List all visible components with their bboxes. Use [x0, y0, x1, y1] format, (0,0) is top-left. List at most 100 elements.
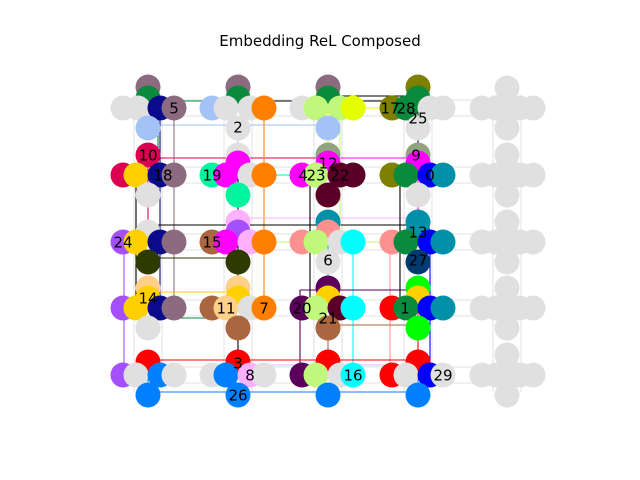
node-label-22: 22 [330, 167, 349, 185]
node-circle [405, 315, 431, 341]
node-label-26: 26 [228, 387, 247, 405]
node-circle [520, 162, 546, 188]
node-circle [225, 249, 251, 275]
node-circle [315, 249, 341, 275]
node-label-27: 27 [408, 252, 427, 270]
node-circle [135, 382, 161, 408]
node-circle [315, 115, 341, 141]
node-circle [494, 362, 520, 388]
node-label-5: 5 [169, 100, 179, 118]
node-circle [161, 362, 187, 388]
node-label-7: 7 [259, 300, 269, 318]
node-circle [494, 182, 520, 208]
node-circle [213, 229, 239, 255]
node-circle [123, 295, 149, 321]
node-circle [430, 362, 456, 388]
node-circle [123, 229, 149, 255]
node-circle [393, 295, 419, 321]
node-circle [213, 362, 239, 388]
node-circle [340, 162, 366, 188]
node-label-18: 18 [153, 167, 172, 185]
node-circle [225, 115, 251, 141]
node-circle [303, 229, 329, 255]
node-label-14: 14 [138, 290, 157, 308]
node-circle [303, 362, 329, 388]
node-label-23: 23 [306, 167, 325, 185]
node-circle [161, 162, 187, 188]
node-circle [494, 249, 520, 275]
node-circle [315, 315, 341, 341]
node-label-6: 6 [323, 252, 333, 270]
node-label-11: 11 [216, 300, 235, 318]
node-label-28: 28 [396, 100, 415, 118]
node-circle [494, 342, 520, 368]
nodes-layer [110, 74, 546, 408]
node-circle [494, 142, 520, 168]
node-circle [213, 295, 239, 321]
node-circle [520, 295, 546, 321]
node-label-25: 25 [408, 110, 427, 128]
node-circle [303, 295, 329, 321]
node-circle [494, 209, 520, 235]
node-label-20: 20 [292, 300, 311, 318]
diagram-title: Embedding ReL Composed [219, 32, 421, 50]
node-circle [405, 115, 431, 141]
node-label-13: 13 [408, 224, 427, 242]
node-label-8: 8 [245, 367, 255, 385]
node-circle [430, 95, 456, 121]
node-circle [340, 295, 366, 321]
node-circle [251, 162, 277, 188]
node-circle [135, 115, 161, 141]
node-circle [251, 229, 277, 255]
node-label-29: 29 [433, 367, 452, 385]
node-circle [123, 362, 149, 388]
node-circle [225, 182, 251, 208]
node-circle [340, 362, 366, 388]
node-circle [303, 162, 329, 188]
node-circle [494, 275, 520, 301]
node-circle [213, 162, 239, 188]
node-circle [405, 382, 431, 408]
node-circle [405, 249, 431, 275]
node-circle [494, 75, 520, 101]
node-label-24: 24 [113, 234, 132, 252]
node-circle [135, 249, 161, 275]
node-label-17: 17 [380, 100, 399, 118]
node-circle [393, 362, 419, 388]
node-circle [494, 315, 520, 341]
node-label-10: 10 [138, 147, 157, 165]
node-label-1: 1 [400, 300, 410, 318]
node-circle [393, 95, 419, 121]
node-circle [161, 295, 187, 321]
node-circle [135, 142, 161, 168]
node-label-3: 3 [233, 355, 243, 373]
node-circle [315, 182, 341, 208]
node-circle [340, 229, 366, 255]
node-label-12: 12 [318, 155, 337, 173]
node-circle [161, 229, 187, 255]
node-circle [225, 382, 251, 408]
node-circle [123, 162, 149, 188]
node-circle [494, 382, 520, 408]
node-circle [303, 95, 329, 121]
node-circle [340, 95, 366, 121]
node-circle [494, 95, 520, 121]
node-circle [494, 295, 520, 321]
node-label-0: 0 [425, 167, 435, 185]
node-circle [213, 95, 239, 121]
node-circle [520, 362, 546, 388]
node-circle [393, 162, 419, 188]
node-label-16: 16 [343, 367, 362, 385]
node-label-9: 9 [411, 147, 421, 165]
node-circle [520, 95, 546, 121]
node-circle [494, 115, 520, 141]
node-label-19: 19 [202, 167, 221, 185]
node-circle [430, 229, 456, 255]
node-circle [315, 382, 341, 408]
node-circle [494, 162, 520, 188]
node-circle [125, 95, 151, 121]
node-circle [494, 229, 520, 255]
node-circle [430, 295, 456, 321]
